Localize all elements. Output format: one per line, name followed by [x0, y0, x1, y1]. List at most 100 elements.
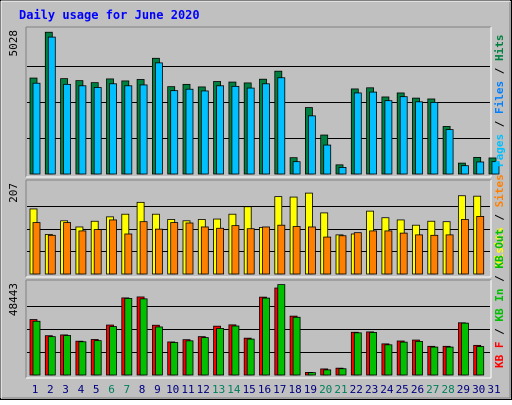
- kbytes-panel: 48443 KB F / KB In / KB Out: [7, 229, 506, 379]
- x-tick-label: 30: [472, 383, 485, 396]
- x-tick-label: 19: [304, 383, 317, 396]
- x-tick-label: 23: [365, 383, 378, 396]
- sites-bar: [476, 216, 485, 275]
- x-tick-label: 3: [62, 383, 69, 396]
- sites-bar: [430, 234, 439, 275]
- pages-bar: [63, 83, 71, 175]
- kb-in-bar: [109, 326, 117, 376]
- sites-bar: [292, 226, 301, 275]
- legend-entry: KB F: [493, 342, 506, 369]
- pages-bar: [139, 84, 148, 175]
- pages-bar: [277, 77, 286, 175]
- legend: Visits / Sites: [493, 174, 506, 267]
- y-axis-max-label: 5028: [7, 30, 20, 57]
- pages-bar: [200, 90, 209, 175]
- x-tick-label: 10: [166, 383, 179, 396]
- x-tick-label: 8: [139, 383, 146, 396]
- hits-panel: 5028 Pages / Files / Hits: [7, 26, 506, 178]
- kb-in-bar: [139, 298, 148, 376]
- x-tick-label: 27: [426, 383, 439, 396]
- y-axis-max-label: 207: [7, 183, 20, 203]
- x-tick-label: 26: [411, 383, 424, 396]
- pages-bar: [384, 100, 393, 175]
- sites-bar: [353, 232, 362, 275]
- kb-in-bar: [32, 320, 41, 376]
- x-tick-label: 1: [32, 383, 39, 396]
- x-tick-label: 20: [319, 383, 332, 396]
- sites-bar: [369, 230, 378, 275]
- pages-bar: [124, 85, 133, 175]
- sites-bar: [460, 219, 469, 275]
- kb-in-bar: [292, 316, 301, 376]
- legend-entry: Hits: [493, 35, 506, 62]
- sites-bar: [399, 232, 408, 275]
- pages-bar: [353, 92, 362, 175]
- kb-in-bar: [399, 341, 408, 376]
- x-tick-label: 2: [47, 383, 54, 396]
- pages-bar: [78, 85, 87, 175]
- legend-entry: Pages: [493, 134, 506, 167]
- sites-bar: [32, 222, 41, 275]
- pages-bar: [185, 88, 194, 175]
- kb-in-bar: [277, 284, 286, 376]
- pages-bar: [399, 96, 408, 175]
- sites-bar: [124, 233, 133, 275]
- pages-bar: [262, 83, 270, 175]
- kb-in-bar: [445, 346, 454, 376]
- kb-in-bar: [338, 368, 347, 376]
- pages-bar: [216, 85, 225, 175]
- kb-in-bar: [415, 340, 423, 376]
- sites-bar: [170, 222, 179, 275]
- kb-in-bar: [262, 297, 270, 376]
- pages-bar: [154, 62, 163, 175]
- pages-bar: [170, 90, 179, 175]
- x-tick-label: 14: [227, 383, 241, 396]
- kb-in-bar: [93, 340, 102, 376]
- legend: KB F / KB In / KB Out: [493, 229, 506, 368]
- sites-bar: [307, 226, 316, 275]
- x-tick-label: 31: [487, 383, 500, 396]
- legend: Pages / Files / Hits: [493, 35, 506, 168]
- kb-in-bar: [154, 326, 163, 376]
- pages-bar: [109, 83, 117, 175]
- sites-bar: [109, 219, 117, 275]
- x-tick-label: 11: [181, 383, 194, 396]
- kb-in-bar: [231, 325, 240, 376]
- sites-bar: [185, 222, 194, 275]
- legend-entry: Sites: [493, 174, 506, 207]
- sites-bar: [139, 221, 148, 275]
- kb-in-bar: [78, 341, 87, 376]
- y-axis-max-label: 48443: [7, 283, 20, 316]
- x-tick-label: 7: [123, 383, 130, 396]
- sites-bar: [200, 226, 209, 275]
- legend-entry: KB Out: [493, 229, 506, 269]
- pages-bar: [292, 161, 301, 175]
- pages-bar: [460, 165, 469, 175]
- x-tick-label: 9: [154, 383, 161, 396]
- kb-in-bar: [369, 332, 378, 376]
- kb-in-bar: [200, 337, 209, 376]
- pages-bar: [323, 144, 332, 175]
- sites-bar: [231, 225, 240, 275]
- sites-bar: [47, 234, 56, 275]
- sites-bar: [277, 224, 286, 275]
- chart-title: Daily usage for June 2020: [19, 8, 200, 22]
- x-tick-label: 16: [258, 383, 271, 396]
- sites-bar: [323, 236, 332, 275]
- kb-in-bar: [246, 338, 255, 376]
- x-tick-label: 4: [78, 383, 85, 396]
- visits-panel: 207 Visits / Sites: [7, 174, 506, 278]
- pages-bar: [47, 36, 56, 175]
- sites-bar: [415, 234, 423, 275]
- x-tick-label: 28: [441, 383, 454, 396]
- legend-entry: Files: [493, 81, 506, 114]
- pages-bar: [246, 87, 255, 175]
- sites-bar: [338, 235, 347, 275]
- pages-bar: [307, 115, 316, 175]
- kb-in-bar: [307, 372, 316, 376]
- x-tick-label: 6: [108, 383, 115, 396]
- x-tick-label: 29: [457, 383, 470, 396]
- x-tick-label: 25: [396, 383, 409, 396]
- sites-bar: [246, 228, 255, 275]
